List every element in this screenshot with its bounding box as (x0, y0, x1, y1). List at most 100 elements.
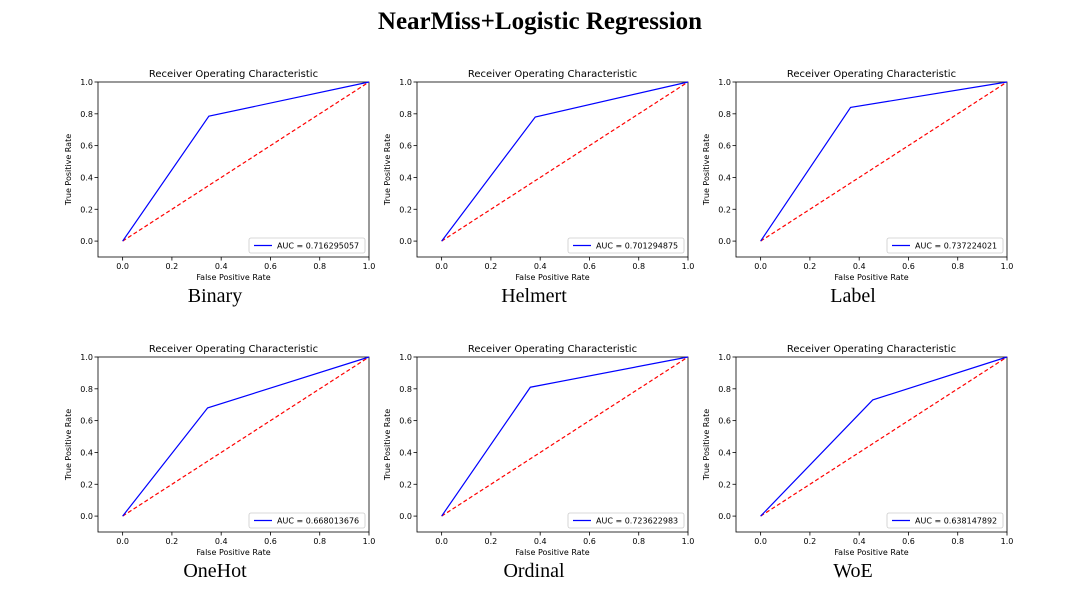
x-axis-label: False Positive Rate (196, 273, 270, 282)
roc-chart-label: Receiver Operating Characteristic 0.0 0.2 0… (702, 69, 1013, 282)
roc-panel-binary: Receiver Operating Characteristic 0.0 0.2 0… (60, 60, 390, 328)
chance-diagonal-line (122, 356, 370, 517)
y-tick-label: 0.0 (399, 237, 412, 246)
y-tick-label: 1.0 (399, 353, 412, 362)
x-tick-label: 0.6 (583, 537, 596, 546)
plot-frame (416, 81, 689, 258)
roc-curve-line (760, 81, 1008, 242)
y-axis-label: True Positive Rate (64, 409, 73, 481)
legend-box (886, 512, 1004, 529)
panel-caption: Helmert (501, 285, 567, 307)
roc-curve-line (122, 356, 370, 517)
x-tick-label: 1.0 (363, 262, 376, 271)
y-tick-label: 0.0 (80, 237, 93, 246)
legend-box (248, 237, 366, 254)
x-tick-label: 0.8 (313, 262, 326, 271)
roc-panel-helmert: Receiver Operating Characteristic 0.0 0.2 0… (379, 60, 709, 328)
y-tick-label: 0.4 (718, 173, 731, 182)
y-tick-label: 0.6 (80, 142, 93, 151)
chart-title: Receiver Operating Characteristic (468, 344, 637, 355)
y-tick-label: 0.2 (718, 480, 731, 489)
x-tick-label: 0.8 (951, 262, 964, 271)
x-axis-label: False Positive Rate (834, 548, 908, 557)
chance-diagonal-line (441, 356, 689, 517)
roc-chart-woe: Receiver Operating Characteristic 0.0 0.2 0… (702, 344, 1013, 557)
chance-diagonal-line (760, 356, 1008, 517)
chart-title: Receiver Operating Characteristic (787, 69, 956, 80)
y-tick-label: 0.8 (80, 110, 93, 119)
y-tick-label: 0.6 (399, 417, 412, 426)
y-tick-label: 0.6 (718, 142, 731, 151)
y-tick-label: 1.0 (80, 78, 93, 87)
legend-label: AUC = 0.701294875 (596, 242, 678, 251)
roc-curve-line (760, 356, 1008, 517)
x-axis-label: False Positive Rate (196, 548, 270, 557)
legend-label: AUC = 0.737224021 (915, 242, 997, 251)
legend-label: AUC = 0.723622983 (596, 517, 678, 526)
x-tick-label: 0.4 (534, 262, 547, 271)
panel-caption: Binary (187, 285, 243, 307)
chance-diagonal-line (441, 81, 689, 242)
y-tick-label: 0.6 (718, 417, 731, 426)
roc-curve-line (441, 81, 689, 242)
x-tick-label: 0.2 (485, 262, 498, 271)
plot-frame (97, 356, 370, 533)
y-tick-label: 0.8 (399, 110, 412, 119)
x-tick-label: 1.0 (682, 262, 695, 271)
y-tick-label: 0.0 (718, 512, 731, 521)
legend-label: AUC = 0.716295057 (277, 242, 359, 251)
y-tick-label: 1.0 (80, 353, 93, 362)
y-tick-label: 0.4 (80, 173, 93, 182)
x-tick-label: 0.8 (632, 262, 645, 271)
x-tick-label: 0.6 (264, 537, 277, 546)
chance-diagonal-line (122, 81, 370, 242)
y-tick-label: 0.8 (399, 385, 412, 394)
x-tick-label: 0.2 (485, 537, 498, 546)
y-axis-label: True Positive Rate (64, 134, 73, 206)
chart-title: Receiver Operating Characteristic (149, 344, 318, 355)
plot-frame (735, 81, 1008, 258)
legend-label: AUC = 0.638147892 (915, 517, 997, 526)
roc-curve-line (441, 356, 689, 517)
x-tick-label: 1.0 (363, 537, 376, 546)
panel-caption: Ordinal (503, 560, 565, 582)
legend-box (567, 512, 685, 529)
y-tick-label: 0.4 (399, 448, 412, 457)
x-tick-label: 0.4 (853, 537, 866, 546)
y-tick-label: 0.8 (718, 110, 731, 119)
y-tick-label: 0.4 (399, 173, 412, 182)
x-tick-label: 0.4 (534, 537, 547, 546)
y-tick-label: 0.4 (80, 448, 93, 457)
x-tick-label: 0.6 (583, 262, 596, 271)
x-tick-label: 0.2 (804, 262, 817, 271)
x-axis-label: False Positive Rate (515, 273, 589, 282)
y-tick-label: 0.6 (399, 142, 412, 151)
x-tick-label: 0.6 (264, 262, 277, 271)
roc-panel-onehot: Receiver Operating Characteristic 0.0 0.2 0… (60, 335, 390, 603)
roc-chart-binary: Receiver Operating Characteristic 0.0 0.2 0… (64, 69, 375, 282)
y-tick-label: 1.0 (399, 78, 412, 87)
x-tick-label: 0.6 (902, 537, 915, 546)
x-tick-label: 0.6 (902, 262, 915, 271)
x-tick-label: 0.8 (313, 537, 326, 546)
roc-curve-line (122, 81, 370, 242)
x-tick-label: 0.2 (804, 537, 817, 546)
roc-panel-woe: Receiver Operating Characteristic 0.0 0.2 0… (698, 335, 1028, 603)
y-tick-label: 1.0 (718, 78, 731, 87)
chart-title: Receiver Operating Characteristic (468, 69, 637, 80)
y-tick-label: 1.0 (718, 353, 731, 362)
y-tick-label: 0.0 (399, 512, 412, 521)
roc-panel-ordinal: Receiver Operating Characteristic 0.0 0.2 0… (379, 335, 709, 603)
x-tick-label: 0.8 (632, 537, 645, 546)
x-tick-label: 0.0 (754, 262, 767, 271)
y-tick-label: 0.2 (80, 205, 93, 214)
y-tick-label: 0.2 (718, 205, 731, 214)
x-tick-label: 0.0 (116, 262, 129, 271)
x-tick-label: 0.0 (754, 537, 767, 546)
y-tick-label: 0.8 (718, 385, 731, 394)
y-tick-label: 0.6 (80, 417, 93, 426)
y-tick-label: 0.4 (718, 448, 731, 457)
x-tick-label: 0.0 (435, 537, 448, 546)
roc-chart-ordinal: Receiver Operating Characteristic 0.0 0.2 0… (383, 344, 694, 557)
panel-caption: Label (830, 285, 876, 307)
